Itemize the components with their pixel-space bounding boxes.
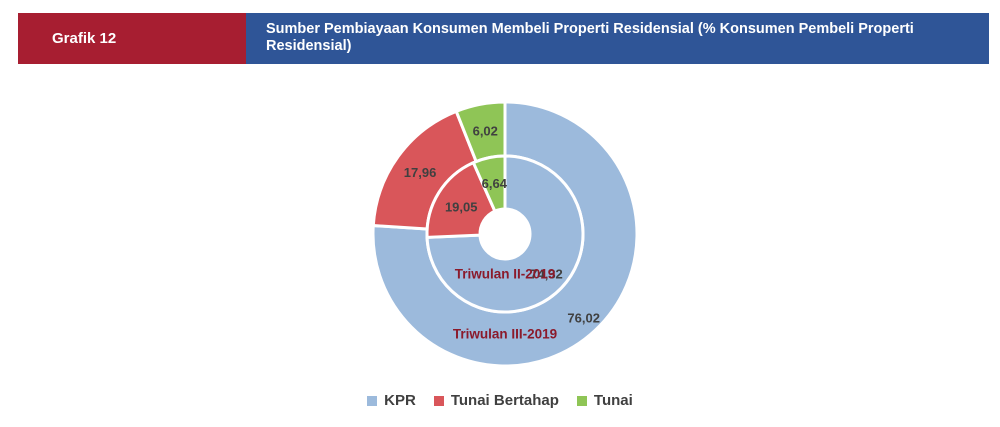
- inner-value-label-tunai: 6,64: [482, 176, 508, 191]
- chart-legend: KPR Tunai Bertahap Tunai: [0, 392, 1000, 409]
- legend-item-tunai: Tunai: [576, 392, 633, 409]
- chart-title: Sumber Pembiayaan Konsumen Membeli Prope…: [246, 13, 989, 64]
- legend-label-kpr: KPR: [384, 392, 416, 409]
- legend-label-tunai: Tunai: [593, 392, 633, 409]
- doughnut-chart: 76,02 17,96 6,02 74,32 19,05 6,64 Triwulan III…: [371, 100, 639, 368]
- outer-value-label-tunai-bertahap: 17,96: [404, 165, 437, 180]
- inner-value-label-kpr: 74,32: [530, 266, 563, 281]
- outer-series-label: Triwulan III-2019: [453, 327, 557, 342]
- legend-swatch-tunai: [576, 395, 587, 406]
- inner-slice-tunai: [471, 154, 507, 214]
- legend-item-kpr: KPR: [367, 392, 416, 409]
- outer-value-label-tunai: 6,02: [473, 123, 498, 138]
- outer-value-label-kpr: 76,02: [567, 310, 600, 325]
- chart-header: Grafik 12 Sumber Pembiayaan Konsumen Mem…: [18, 13, 989, 64]
- inner-series-label: Triwulan II-2019: [455, 267, 556, 282]
- inner-value-label-tunai-bertahap: 19,05: [445, 199, 478, 214]
- legend-swatch-kpr: [367, 395, 378, 406]
- inner-slice-tunai-bertahap: [425, 160, 497, 239]
- legend-swatch-tunai-bertahap: [433, 395, 444, 406]
- legend-label-tunai-bertahap: Tunai Bertahap: [450, 392, 559, 409]
- chart-number-label: Grafik 12: [18, 13, 246, 64]
- legend-item-tunai-bertahap: Tunai Bertahap: [433, 392, 559, 409]
- inner-slice-kpr: [425, 154, 585, 314]
